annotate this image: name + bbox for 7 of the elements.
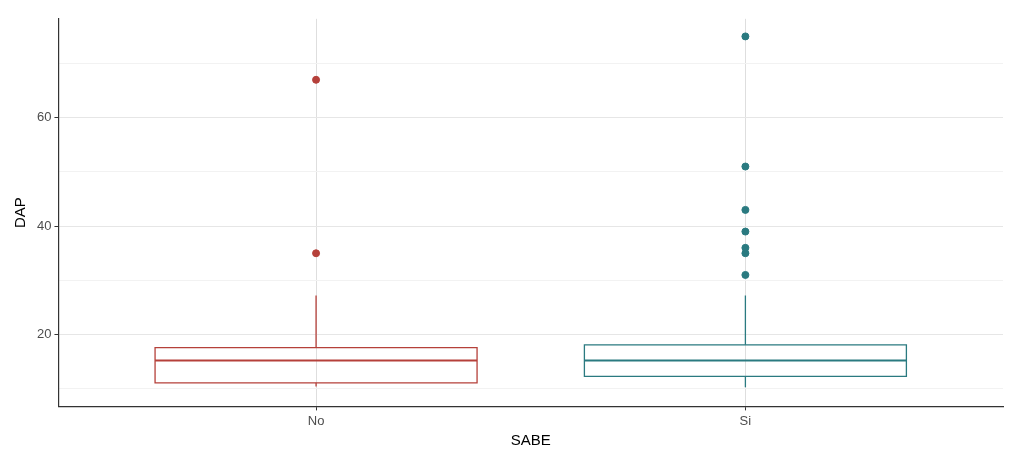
x-axis-title: SABE	[510, 431, 551, 449]
y-tick-label: 20	[36, 326, 52, 342]
x-tick-label: Si	[739, 412, 752, 428]
y-tick-label: 60	[36, 109, 52, 125]
y-axis-title: DAP	[11, 197, 29, 229]
y-tick-label: 40	[36, 217, 52, 233]
x-tick-label: No	[307, 412, 325, 428]
